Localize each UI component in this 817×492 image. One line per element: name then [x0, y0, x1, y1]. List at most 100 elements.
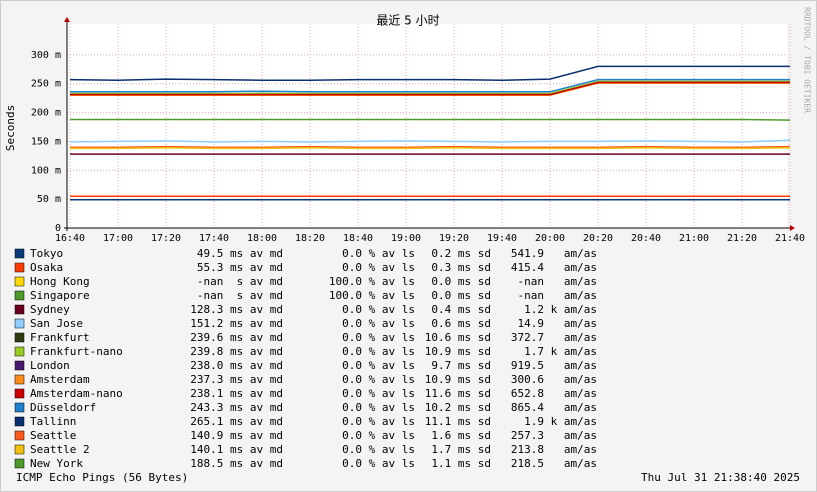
- series-line: [70, 145, 791, 148]
- legend-stat: 238.1 ms av md: [190, 387, 283, 400]
- legend-stat: 0.0 % av ls: [342, 345, 415, 358]
- y-tick-label: 50 m: [37, 194, 61, 205]
- y-tick-label: 300 m: [31, 50, 61, 61]
- legend-stat: 0.4 ms sd: [431, 303, 491, 316]
- side-text: RRDTOOL / TOBI OETIKER: [803, 7, 812, 113]
- legend-stat: 11.6 ms sd: [425, 387, 491, 400]
- legend-stat: 188.5 ms av md: [190, 457, 283, 470]
- series-line: [70, 78, 790, 93]
- legend-stat: 0.0 % av ls: [342, 359, 415, 372]
- legend-stat: 218.5 am/as: [511, 457, 597, 470]
- legend-name: Seattle 2: [30, 443, 90, 456]
- legend-name: Frankfurt-nano: [30, 345, 123, 358]
- series-line: [69, 65, 790, 82]
- legend-name: Seattle: [30, 429, 76, 442]
- legend-name: Frankfurt: [30, 331, 90, 344]
- legend-stat: 10.6 ms sd: [425, 331, 491, 344]
- x-tick-label: 19:00: [391, 233, 421, 244]
- legend-stat: 49.5 ms av md: [197, 247, 283, 260]
- legend-stat: 9.7 ms sd: [431, 359, 491, 372]
- y-tick-label: 250 m: [31, 79, 61, 90]
- legend-swatch: [14, 444, 25, 455]
- x-tick-label: 20:00: [535, 233, 565, 244]
- legend-stat: 0.0 % av ls: [342, 331, 415, 344]
- legend-stat: 265.1 ms av md: [190, 415, 283, 428]
- legend-stat: 0.6 ms sd: [431, 317, 491, 330]
- legend-swatch: [14, 416, 25, 427]
- legend-stat: 14.9 am/as: [518, 317, 597, 330]
- legend-swatch: [14, 458, 25, 469]
- x-tick-label: 16:40: [55, 233, 85, 244]
- legend-name: Düsseldorf: [30, 401, 96, 414]
- legend-stat: 11.1 ms sd: [425, 415, 491, 428]
- legend-stat: 0.0 ms sd: [431, 275, 491, 288]
- legend-stat: -nan am/as: [518, 289, 597, 302]
- y-axis-label: Seconds: [4, 105, 17, 151]
- legend-swatch: [14, 318, 25, 329]
- legend-swatch: [14, 346, 25, 357]
- legend-stat: 1.2 k am/as: [524, 303, 597, 316]
- legend-stat: 239.8 ms av md: [190, 345, 283, 358]
- legend-stat: 300.6 am/as: [511, 373, 597, 386]
- legend-stat: 1.9 k am/as: [524, 415, 597, 428]
- x-tick-label: 17:00: [103, 233, 133, 244]
- legend-swatch: [14, 402, 25, 413]
- legend-stat: 128.3 ms av md: [190, 303, 283, 316]
- legend-stat: 652.8 am/as: [511, 387, 597, 400]
- legend-stat: 0.0 % av ls: [342, 387, 415, 400]
- legend-stat: 0.0 % av ls: [342, 261, 415, 274]
- legend-name: Amsterdam-nano: [30, 387, 123, 400]
- x-tick-label: 17:20: [151, 233, 181, 244]
- plot-area: [67, 24, 787, 228]
- legend-stat: 0.0 % av ls: [342, 429, 415, 442]
- x-tick-label: 21:00: [679, 233, 709, 244]
- legend-stat: 238.0 ms av md: [190, 359, 283, 372]
- legend-name: London: [30, 359, 70, 372]
- legend-name: Amsterdam: [30, 373, 90, 386]
- x-tick-label: 21:20: [727, 233, 757, 244]
- legend-stat: 0.0 ms sd: [431, 289, 491, 302]
- legend-stat: 237.3 ms av md: [190, 373, 283, 386]
- x-arrow: [790, 225, 795, 231]
- legend-stat: 865.4 am/as: [511, 401, 597, 414]
- legend-stat: 0.0 % av ls: [342, 443, 415, 456]
- legend-stat: 0.0 % av ls: [342, 317, 415, 330]
- legend-stat: 100.0 % av ls: [329, 275, 415, 288]
- legend-stat: 1.7 k am/as: [524, 345, 597, 358]
- x-tick-label: 18:20: [295, 233, 325, 244]
- legend-stat: 213.8 am/as: [511, 443, 597, 456]
- legend-swatch: [14, 332, 25, 343]
- legend-stat: 257.3 am/as: [511, 429, 597, 442]
- legend-stat: 919.5 am/as: [511, 359, 597, 372]
- legend-name: Tallinn: [30, 415, 76, 428]
- legend-stat: 541.9 am/as: [511, 247, 597, 260]
- legend-swatch: [14, 360, 25, 371]
- x-tick-label: 19:40: [487, 233, 517, 244]
- legend-swatch: [14, 290, 25, 301]
- series-line: [69, 139, 791, 143]
- legend-stat: 1.6 ms sd: [431, 429, 491, 442]
- series-line: [70, 80, 790, 95]
- legend-stat: 1.7 ms sd: [431, 443, 491, 456]
- x-tick-label: 18:40: [343, 233, 373, 244]
- legend-stat: 239.6 ms av md: [190, 331, 283, 344]
- legend-stat: 372.7 am/as: [511, 331, 597, 344]
- legend-name: Tokyo: [30, 247, 63, 260]
- x-tick-label: 20:20: [583, 233, 613, 244]
- legend-swatch: [14, 430, 25, 441]
- x-tick-label: 21:40: [775, 233, 805, 244]
- legend-name: Hong Kong: [30, 275, 90, 288]
- legend-stat: 100.0 % av ls: [329, 289, 415, 302]
- legend-stat: 0.0 % av ls: [342, 247, 415, 260]
- legend-swatch: [14, 248, 25, 259]
- legend-stat: -nan s av md: [197, 289, 283, 302]
- chart-title: 最近 5 小时: [376, 14, 439, 28]
- series-line: [70, 147, 791, 150]
- footer-right: Thu Jul 31 21:38:40 2025: [641, 471, 800, 484]
- legend-stat: 140.9 ms av md: [190, 429, 283, 442]
- legend-stat: -nan am/as: [518, 275, 597, 288]
- series-line: [70, 81, 790, 96]
- footer-left: ICMP Echo Pings (56 Bytes): [16, 471, 188, 484]
- legend-stat: -nan s av md: [197, 275, 283, 288]
